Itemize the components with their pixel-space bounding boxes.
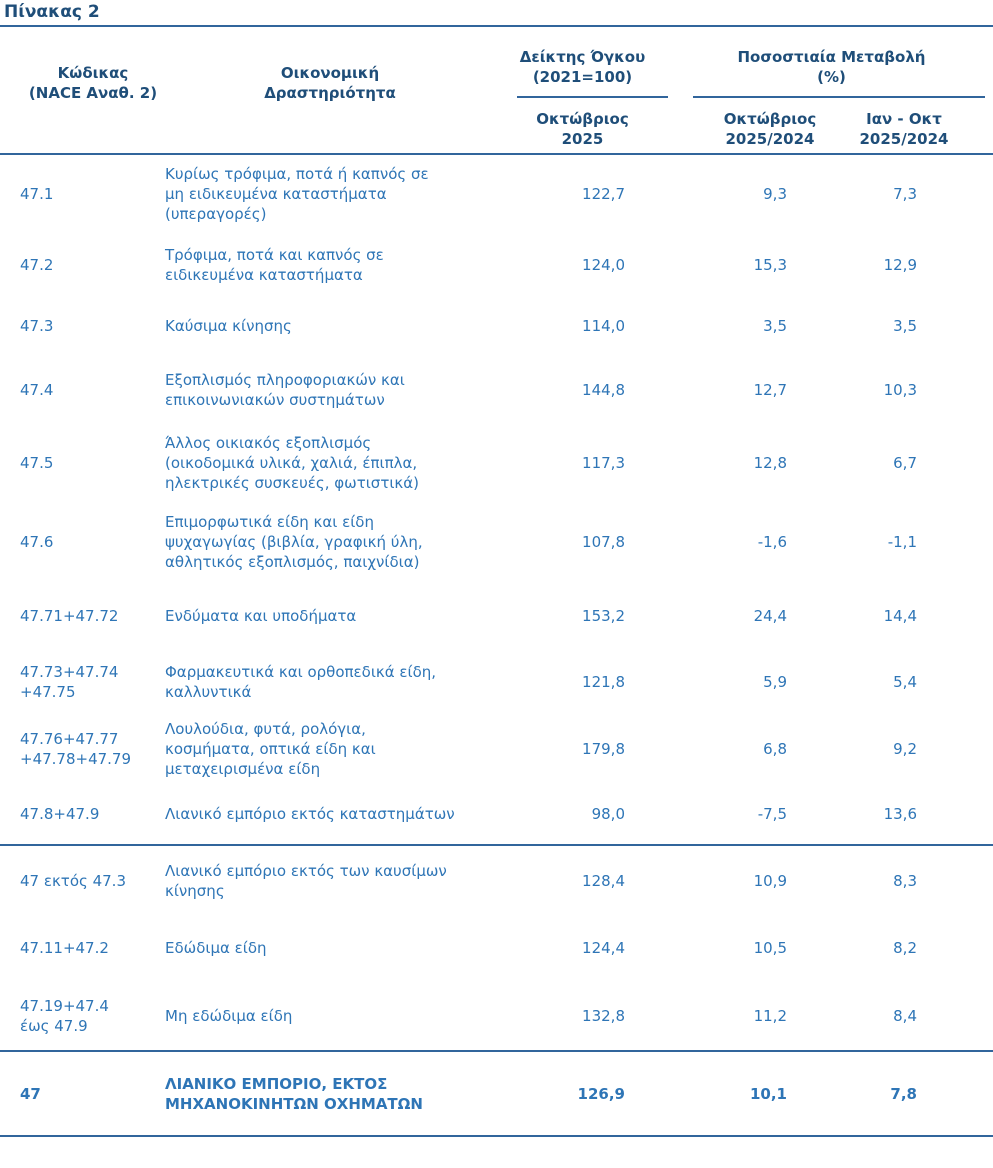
volume-index-cell: 132,8 [495,981,670,1052]
volume-group-underline [517,96,668,98]
column-header-change-month: Οκτώβριος 2025/2024 [723,110,817,148]
monthly-change-cell: 10,9 [753,871,787,890]
code-cell: 47.8+47.9 [0,783,165,846]
table-row-total: 47 ΛΙΑΝΙΚΟ ΕΜΠΟΡΙΟ, ΕΚΤΟΣ ΜΗΧΑΝΟΚΙΝΗΤΩΝ … [0,1051,993,1137]
code-cell: 47 [0,1051,165,1137]
column-header-change-ytd: Ιαν - Οκτ 2025/2024 [859,110,949,148]
table-row: 47.71+47.72 Ενδύματα και υποδήματα 153,2… [0,583,993,649]
code-cell: 47.19+47.4 έως 47.9 [0,981,165,1052]
activity-cell: Λιανικό εμπόριο εκτός καταστημάτων [165,783,495,846]
monthly-change-cell: 12,7 [753,381,787,399]
activity-cell: Κυρίως τρόφιμα, ποτά ή καπνός σε μη ειδι… [165,165,429,223]
table-row: 47.2 Τρόφιμα, ποτά και καπνός σε ειδικευ… [0,233,993,297]
code-cell: 47.71+47.72 [20,607,119,625]
activity-cell: ΛΙΑΝΙΚΟ ΕΜΠΟΡΙΟ, ΕΚΤΟΣ ΜΗΧΑΝΟΚΙΝΗΤΩΝ ΟΧΗ… [165,1051,495,1137]
ytd-change-cell: -1,1 [887,533,917,551]
volume-index-cell: 124,0 [582,256,625,274]
column-header-code: Κώδικας (NACE Αναθ. 2) [28,64,158,102]
code-cell: 47 εκτός 47.3 [20,871,126,890]
table-row: 47.76+47.77 +47.78+47.79 Λουλούδια, φυτά… [0,715,993,783]
table-row: 47.19+47.4 έως 47.9 Μη εδώδιμα είδη 132,… [0,981,993,1052]
monthly-change-cell: 11,2 [670,981,810,1052]
ytd-change-cell: 7,3 [893,185,917,203]
column-group-volume-index: Δείκτης Όγκου (2021=100) [519,48,646,86]
code-cell: 47.3 [20,317,54,335]
code-cell: 47.5 [20,454,54,472]
activity-cell: Μη εδώδιμα είδη [165,981,495,1052]
volume-index-cell: 121,8 [582,673,625,691]
activity-cell: Λουλούδια, φυτά, ρολόγια, κοσμήματα, οπτ… [165,720,376,778]
table-row: 47.73+47.74 +47.75 Φαρμακευτικά και ορθο… [0,649,993,715]
column-group-percentage-change: Ποσοστιαία Μεταβολή (%) [737,48,926,86]
volume-index-cell: 124,4 [582,939,625,957]
table-row: 47.3 Καύσιμα κίνησης 114,0 3,5 3,5 [0,297,993,355]
activity-cell: Τρόφιμα, ποτά και καπνός σε ειδικευμένα … [165,246,384,284]
monthly-change-cell: 5,9 [763,673,787,691]
ytd-change-cell: 8,4 [810,981,993,1052]
volume-index-cell: 128,4 [582,871,625,890]
ytd-change-cell: 9,2 [893,740,917,758]
table-row: 47.6 Επιμορφωτικά είδη και είδη ψυχαγωγί… [0,501,993,583]
ytd-change-cell: 12,9 [883,256,917,274]
table-row: 47.5 Άλλος οικιακός εξοπλισμός (οικοδομι… [0,425,993,501]
table-row: 47.1 Κυρίως τρόφιμα, ποτά ή καπνός σε μη… [0,155,993,233]
code-cell: 47.76+47.77 +47.78+47.79 [20,730,132,768]
ytd-change-cell: 7,8 [810,1051,993,1137]
volume-index-cell: 98,0 [495,783,670,846]
ytd-change-cell: 6,7 [893,454,917,472]
volume-index-cell: 117,3 [582,454,625,472]
volume-index-cell: 107,8 [582,533,625,551]
monthly-change-cell: 10,1 [670,1051,810,1137]
ytd-change-cell: 10,3 [883,381,917,399]
monthly-change-cell: -7,5 [670,783,810,846]
code-cell: 47.6 [20,533,54,551]
volume-index-cell: 153,2 [582,607,625,625]
activity-cell: Ενδύματα και υποδήματα [165,607,357,625]
activity-cell: Καύσιμα κίνησης [165,317,292,335]
activity-cell: Φαρμακευτικά και ορθοπεδικά είδη, καλλυν… [165,663,437,701]
ytd-change-cell: 3,5 [893,317,917,335]
volume-index-table: 47.1 Κυρίως τρόφιμα, ποτά ή καπνός σε μη… [0,155,993,1137]
monthly-change-cell: -1,6 [757,533,787,551]
code-cell: 47.11+47.2 [20,939,109,957]
column-header-volume-october: Οκτώβριος 2025 [536,110,629,148]
ytd-change-cell: 8,3 [893,871,917,890]
volume-index-cell: 114,0 [582,317,625,335]
activity-cell: Επιμορφωτικά είδη και είδη ψυχαγωγίας (β… [165,513,423,571]
volume-index-cell: 122,7 [582,185,625,203]
table-header: Κώδικας (NACE Αναθ. 2) Οικονομική Δραστη… [0,27,993,155]
table-row: 47 εκτός 47.3 Λιανικό εμπόριο εκτός των … [0,845,993,915]
page-title: Πίνακας 2 [4,2,100,22]
ytd-change-cell: 14,4 [883,607,917,625]
volume-index-cell: 126,9 [495,1051,670,1137]
column-header-activity: Οικονομική Δραστηριότητα [264,64,396,102]
volume-index-cell: 144,8 [582,381,625,399]
monthly-change-cell: 3,5 [763,317,787,335]
title-bar: Πίνακας 2 [0,0,993,27]
ytd-change-cell: 5,4 [893,673,917,691]
monthly-change-cell: 12,8 [753,454,787,472]
ytd-change-cell: 8,2 [893,939,917,957]
activity-cell: Εδώδιμα είδη [165,939,267,957]
code-cell: 47.73+47.74 +47.75 [20,663,119,701]
table-row: 47.11+47.2 Εδώδιμα είδη 124,4 10,5 8,2 [0,915,993,981]
table-row: 47.4 Εξοπλισμός πληροφοριακών και επικοι… [0,355,993,425]
monthly-change-cell: 15,3 [753,256,787,274]
activity-cell: Λιανικό εμπόριο εκτός των καυσίμων κίνησ… [165,861,447,900]
code-cell: 47.4 [20,381,54,399]
change-group-underline [693,96,985,98]
activity-cell: Άλλος οικιακός εξοπλισμός (οικοδομικά υλ… [165,434,420,492]
monthly-change-cell: 6,8 [763,740,787,758]
monthly-change-cell: 9,3 [763,185,787,203]
code-cell: 47.1 [20,185,54,203]
monthly-change-cell: 10,5 [753,939,787,957]
volume-index-cell: 179,8 [582,740,625,758]
code-cell: 47.2 [20,256,54,274]
ytd-change-cell: 13,6 [810,783,993,846]
monthly-change-cell: 24,4 [753,607,787,625]
activity-cell: Εξοπλισμός πληροφοριακών και επικοινωνια… [165,371,405,409]
table-row: 47.8+47.9 Λιανικό εμπόριο εκτός καταστημ… [0,783,993,846]
